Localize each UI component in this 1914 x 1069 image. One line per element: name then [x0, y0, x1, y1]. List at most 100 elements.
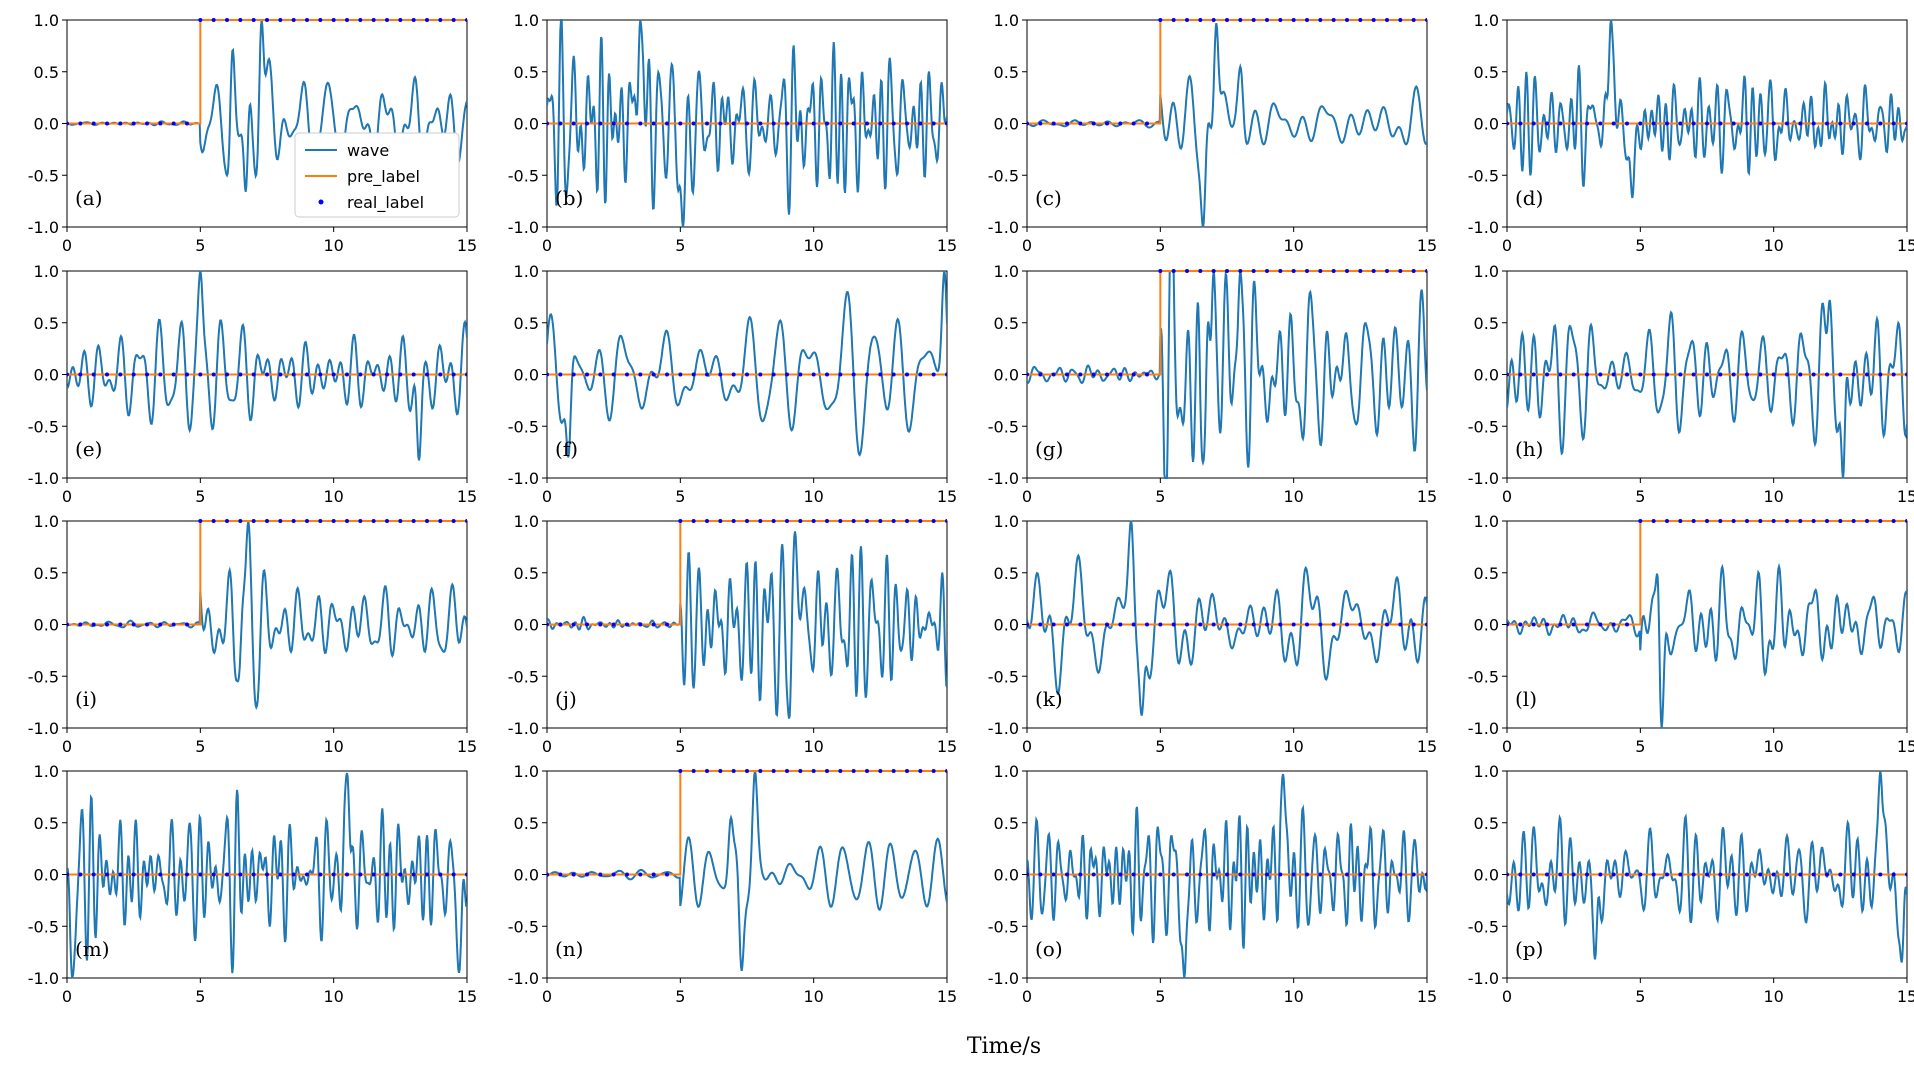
real-label-point [745, 372, 749, 377]
real-label-point [1545, 622, 1549, 627]
subplot-i: -1.0 -0.5 0.0 0.5 1.0 0 5 10 15 (i) [28, 512, 477, 756]
x-tick-label: 5 [1635, 987, 1645, 1006]
real-label-point [1198, 269, 1203, 273]
real-label-point [1185, 872, 1189, 877]
real-label-point [665, 121, 669, 126]
real-label-point [1611, 872, 1616, 877]
y-tick-label: -0.5 [28, 667, 59, 686]
real-label-point [1507, 372, 1509, 377]
real-label-point [1811, 872, 1816, 877]
plot-area [1507, 299, 1907, 479]
real-label-point [718, 121, 723, 126]
real-label-point [771, 769, 776, 773]
real-label-point [398, 372, 403, 377]
real-label-point [547, 121, 549, 126]
real-label-point [1238, 622, 1243, 627]
wave-line [547, 270, 947, 458]
real-label-point [265, 372, 269, 377]
real-label-point [1265, 872, 1269, 877]
real-label-point [358, 519, 363, 523]
wave-line [547, 531, 947, 719]
real-label-point [651, 622, 656, 627]
real-label-point [1851, 372, 1856, 377]
real-label-point [625, 121, 629, 126]
real-label-point [718, 372, 723, 377]
x-tick-label: 10 [1283, 737, 1303, 756]
real-label-point [905, 372, 909, 377]
real-label-point [1158, 18, 1163, 22]
real-label-point [1158, 269, 1163, 273]
real-label-point [1078, 622, 1083, 627]
real-label-point [1038, 372, 1043, 377]
real-label-point [251, 18, 256, 22]
real-label-point [1105, 622, 1109, 627]
real-label-point [1678, 872, 1683, 877]
plot-area [547, 519, 947, 719]
real-label-point [1585, 121, 1589, 126]
real-label-point [1185, 622, 1189, 627]
x-tick-label: 5 [1635, 737, 1645, 756]
real-label-point [571, 121, 576, 126]
real-label-point [918, 519, 923, 523]
y-tick-label: 0.0 [1474, 866, 1499, 885]
real-label-point [678, 769, 683, 773]
real-label-point [145, 121, 149, 126]
real-label-point [905, 121, 909, 126]
real-label-point [67, 622, 69, 627]
x-tick-label: 10 [1763, 987, 1783, 1006]
x-tick-label: 10 [803, 987, 823, 1006]
real-label-point [105, 622, 109, 627]
x-tick-label: 10 [1763, 737, 1783, 756]
y-tick-label: 1.0 [34, 262, 59, 281]
real-label-point [318, 519, 323, 523]
real-label-point [158, 121, 163, 126]
real-label-point [1785, 872, 1789, 877]
real-label-point [678, 372, 683, 377]
real-label-point [1398, 269, 1403, 273]
real-label-point [1411, 18, 1416, 22]
real-label-point [931, 519, 936, 523]
real-label-point [1705, 872, 1709, 877]
real-label-point [1211, 622, 1216, 627]
x-tick-label: 0 [62, 737, 72, 756]
real-label-point [1598, 121, 1603, 126]
real-label-point [1638, 519, 1643, 523]
real-label-point [1131, 622, 1136, 627]
real-label-point [1145, 121, 1149, 126]
real-label-point [1345, 18, 1349, 22]
real-label-point [1558, 622, 1563, 627]
real-label-point [385, 372, 389, 377]
real-label-point [1078, 372, 1083, 377]
real-label-point [1051, 121, 1056, 126]
real-label-point [1545, 121, 1549, 126]
real-label-point [105, 372, 109, 377]
real-label-point [1758, 372, 1763, 377]
y-tick-label: 0.5 [1474, 63, 1499, 82]
subplot-n: -1.0 -0.5 0.0 0.5 1.0 0 5 10 15 (n) [508, 762, 957, 1006]
real-label-point [398, 872, 403, 877]
real-label-point [1318, 872, 1323, 877]
real-label-point [598, 121, 603, 126]
x-tick-label: 15 [1897, 737, 1914, 756]
wave-line [547, 19, 947, 228]
real-label-point [931, 372, 936, 377]
real-label-point [1265, 269, 1269, 273]
real-label-point [1558, 872, 1563, 877]
real-label-point [1345, 872, 1349, 877]
real-label-point [1625, 872, 1629, 877]
real-label-point [1811, 121, 1816, 126]
y-tick-label: 0.5 [514, 314, 539, 333]
x-tick-label: 5 [675, 987, 685, 1006]
x-tick-label: 15 [1417, 487, 1437, 506]
real-label-point [731, 769, 736, 773]
real-label-point [1411, 269, 1416, 273]
real-label-point [171, 872, 176, 877]
real-label-point [878, 372, 883, 377]
real-label-point [1691, 519, 1696, 523]
real-label-point [838, 121, 843, 126]
real-label-point [1798, 872, 1803, 877]
real-label-point [1611, 622, 1616, 627]
real-label-point [291, 372, 296, 377]
real-label-point [105, 121, 109, 126]
real-label-point [1411, 872, 1416, 877]
